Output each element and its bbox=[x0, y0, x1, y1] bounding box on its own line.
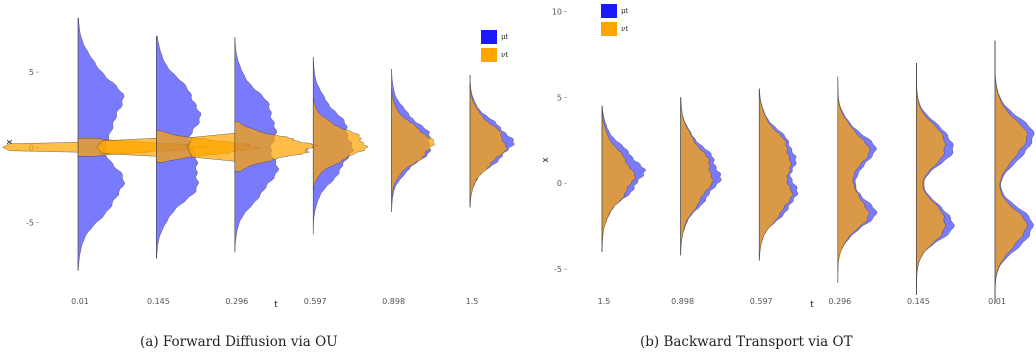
nu-density-4 bbox=[391, 89, 436, 204]
legend-label: μt bbox=[621, 7, 629, 15]
x-tick-label: 0.296 bbox=[225, 297, 248, 306]
nu-density-3 bbox=[313, 98, 368, 190]
y-tick-label: 5 bbox=[557, 93, 562, 102]
legend-label: νt bbox=[621, 25, 628, 33]
x-tick-label: 0.898 bbox=[382, 297, 405, 306]
x-tick-label: 1.5 bbox=[466, 297, 479, 306]
caption-a: (a) Forward Diffusion via OU bbox=[140, 334, 338, 350]
x-tick-label: 0.898 bbox=[671, 297, 694, 306]
nu-density-5 bbox=[994, 40, 1028, 304]
panel-b: -5 0 5 10 x 1.5 0.898 0.597 0.296 0.145 0.01 t μt νt bbox=[541, 4, 1035, 310]
nu-density-left-2 bbox=[187, 133, 235, 162]
nu-density-4 bbox=[916, 62, 946, 296]
nu-density-left-1 bbox=[96, 137, 157, 157]
x-tick-label: 0.597 bbox=[304, 297, 327, 306]
nu-density-1 bbox=[680, 97, 714, 256]
x-tick-label: 0.01 bbox=[71, 297, 89, 306]
legend-swatch bbox=[481, 48, 497, 62]
legend: μt νt bbox=[481, 30, 509, 62]
nu-density-0 bbox=[601, 109, 636, 253]
legend-swatch bbox=[481, 30, 497, 44]
y-axis-label: x bbox=[541, 157, 551, 163]
legend-label: μt bbox=[501, 33, 509, 41]
nu-density-2 bbox=[759, 88, 794, 261]
nu-density-left-0 bbox=[2, 142, 79, 153]
x-tick-label: 1.5 bbox=[598, 297, 611, 306]
x-tick-label: 0.01 bbox=[988, 297, 1006, 306]
nu-density-2 bbox=[234, 121, 319, 172]
y-tick-label: -5 bbox=[26, 218, 34, 227]
x-axis-label: t bbox=[274, 300, 278, 310]
x-axis-label: t bbox=[810, 300, 814, 310]
y-tick-label: 5 bbox=[29, 68, 34, 77]
x-tick-label: 0.597 bbox=[750, 297, 773, 306]
y-axis-label: x bbox=[5, 139, 15, 145]
legend-label: νt bbox=[501, 51, 508, 59]
x-tick-label: 0.145 bbox=[147, 297, 170, 306]
caption-b: (b) Backward Transport via OT bbox=[640, 334, 853, 350]
nu-density-3 bbox=[837, 76, 871, 283]
legend-swatch bbox=[601, 22, 617, 36]
legend-swatch bbox=[601, 4, 617, 18]
legend: μt νt bbox=[601, 4, 629, 36]
y-tick-label: 0 bbox=[557, 179, 562, 188]
y-tick-label: 10 bbox=[552, 7, 562, 16]
x-tick-label: 0.145 bbox=[907, 297, 930, 306]
y-tick-label: -5 bbox=[554, 265, 562, 274]
nu-density-5 bbox=[469, 83, 508, 208]
x-tick-label: 0.296 bbox=[828, 297, 851, 306]
